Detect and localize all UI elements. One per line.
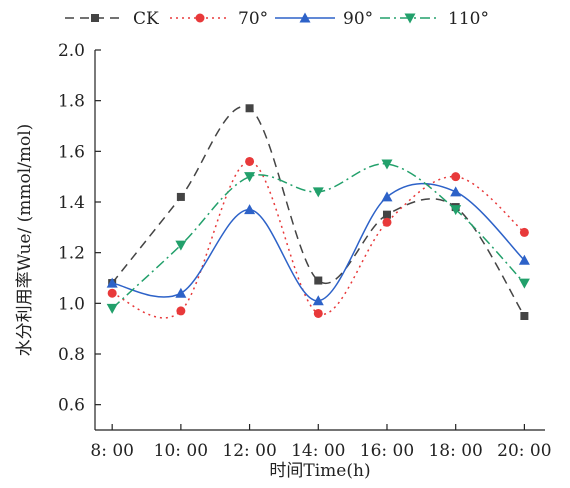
x-axis-title: 时间Time(h): [269, 461, 370, 481]
data-point: [176, 192, 185, 201]
data-point: [244, 172, 256, 183]
legend: CK 70° 90° 110°: [65, 9, 489, 29]
data-point: [451, 172, 461, 182]
x-tick-label: 10: 00: [154, 441, 208, 461]
y-tick-label: 0.6: [58, 396, 85, 416]
legend-marker: [299, 12, 311, 23]
data-point: [450, 186, 462, 197]
data-point: [518, 278, 530, 289]
x-tick-label: 16: 00: [360, 441, 414, 461]
data-point: [450, 205, 462, 216]
data-point: [106, 277, 118, 288]
y-axis-title: 水分利用率Wue/ (mmol/mol): [15, 124, 35, 357]
legend-label: 110°: [448, 9, 489, 29]
legend-marker: [91, 14, 99, 22]
series-line: [111, 160, 525, 319]
y-tick-label: 1.2: [58, 244, 85, 264]
data-point: [381, 159, 393, 170]
series-3: [106, 159, 530, 314]
series-2: [106, 182, 530, 306]
legend-label: 90°: [343, 9, 373, 29]
data-point: [244, 204, 256, 215]
legend-item: CK: [65, 9, 159, 29]
data-point: [312, 187, 324, 198]
y-tick-label: 2.0: [58, 41, 85, 61]
data-point: [314, 276, 323, 285]
legend-item: 110°: [380, 9, 489, 29]
data-point: [245, 156, 255, 166]
series-line: [111, 105, 526, 317]
data-point: [313, 308, 323, 318]
series-line: [111, 163, 525, 309]
data-point: [381, 191, 393, 202]
y-tick-label: 1.0: [58, 294, 85, 314]
legend-marker: [404, 13, 416, 24]
legend-label: CK: [133, 9, 159, 29]
series-0: [108, 104, 529, 320]
data-point: [176, 306, 186, 316]
data-point: [245, 104, 254, 113]
data-point: [519, 227, 529, 237]
x-tick-label: 18: 00: [428, 441, 482, 461]
y-tick-label: 1.4: [58, 193, 85, 213]
data-point: [518, 254, 530, 265]
series-1: [107, 156, 529, 319]
data-point: [382, 210, 391, 219]
data-point: [520, 312, 529, 320]
data-point: [382, 217, 392, 227]
legend-item: 90°: [275, 9, 373, 29]
x-tick-label: 14: 00: [291, 441, 345, 461]
legend-item: 70°: [170, 9, 268, 29]
data-point: [107, 288, 117, 298]
y-tick-label: 1.8: [58, 92, 85, 112]
x-tick-label: 8: 00: [90, 441, 134, 461]
data-point: [175, 287, 187, 298]
legend-label: 70°: [238, 9, 268, 29]
legend-marker: [195, 13, 205, 23]
series-layer: [106, 104, 530, 320]
x-tick-label: 12: 00: [222, 441, 276, 461]
y-tick-label: 0.8: [58, 345, 85, 365]
data-point: [106, 303, 118, 314]
data-point: [312, 295, 324, 306]
axes: 0.6 0.8 1.0 1.2 1.4 1.6 1.8 2.0 8: 00 10: 00 12: 0…: [58, 41, 552, 461]
x-tick-label: 20: 00: [497, 441, 551, 461]
data-point: [175, 240, 187, 251]
y-tick-label: 1.6: [58, 142, 85, 162]
